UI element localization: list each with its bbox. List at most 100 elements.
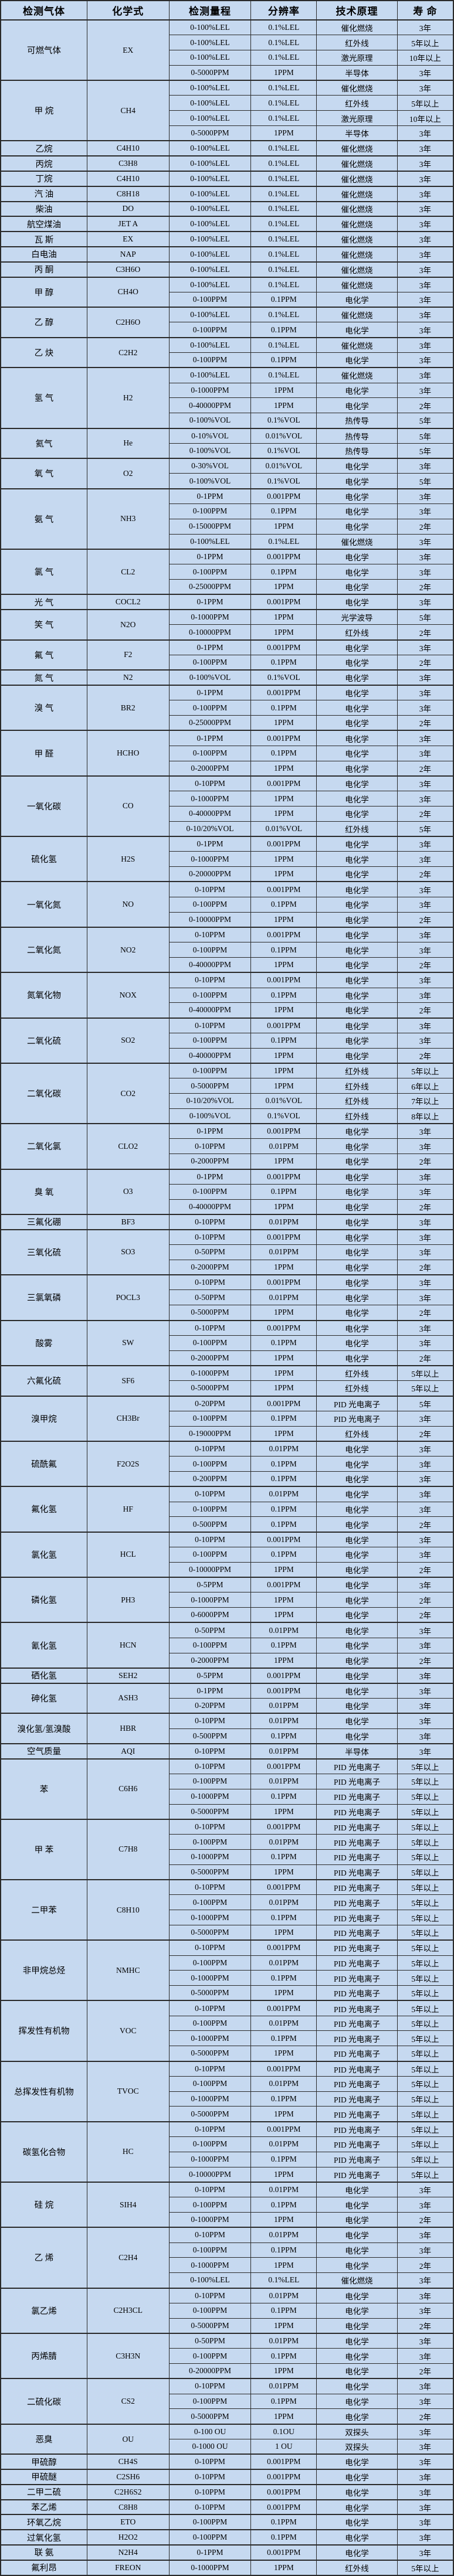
gas-cell: 氟 气 — [0, 639, 87, 671]
range-cell: 0-1000PPM — [168, 851, 252, 867]
principle-cell: 催化燃烧 — [316, 140, 398, 156]
principle-cell: 红外线 — [316, 35, 398, 51]
resolution-cell: 1PPM — [250, 2046, 317, 2062]
resolution-cell: 1PPM — [250, 382, 317, 399]
resolution-cell: 0.1%VOL — [250, 1108, 317, 1124]
principle-cell: 电化学 — [316, 1471, 398, 1487]
resolution-cell: 0.001PPM — [250, 2483, 317, 2500]
resolution-cell: 0.01PPM — [250, 1834, 317, 1850]
lifespan-cell: 5年以上 — [397, 1758, 454, 1774]
table-row: 甲 醛 HCHO 0-1PPM 0.001PPM 电化学 3年 — [0, 730, 454, 777]
resolution-cell: 0.001PPM — [250, 685, 317, 701]
principle-cell: PID 光电离子 — [316, 1970, 398, 1986]
table-row: 0-100PPM 0.01PPM PID 光电离子 5年以上 — [1, 1955, 454, 1971]
lifespan-cell: 3年 — [397, 1183, 454, 1200]
range-cell: 0-1000PPM — [168, 2212, 252, 2228]
table-row: 氯乙烯 C2H3CL 0-10PPM 0.01PPM 电化学 3年 — [0, 2287, 454, 2334]
principle-cell: 电化学 — [316, 382, 398, 399]
principle-cell: 电化学 — [316, 896, 398, 913]
formula-cell: HC — [86, 2121, 170, 2183]
principle-cell: 电化学 — [316, 2242, 398, 2258]
table-row: 酸雾 SW 0-10PPM 0.001PPM 电化学 3年 — [0, 1319, 454, 1366]
lifespan-cell: 2年 — [397, 579, 454, 595]
range-cell: 0-40000PPM — [168, 1199, 252, 1215]
table-row: 硫酰氟 F2O2S 0-10PPM 0.01PPM 电化学 3年 — [0, 1440, 454, 1487]
principle-cell: 电化学 — [316, 1697, 398, 1714]
resolution-cell: 0.001PPM — [250, 1395, 317, 1411]
lifespan-cell: 3年 — [397, 564, 454, 580]
range-cell: 0-100PPM — [168, 1834, 252, 1850]
principle-cell: 热传导 — [316, 413, 398, 429]
range-cell: 0-40000PPM — [168, 1002, 252, 1019]
range-cell: 0-1000 OU — [168, 2439, 252, 2455]
lifespan-cell: 3年 — [397, 2439, 454, 2455]
lifespan-cell: 3年 — [397, 1244, 454, 1260]
gas-cell: 氰化氢 — [0, 1622, 87, 1669]
range-cell: 0-100%LEL — [168, 19, 252, 36]
formula-cell: SF6 — [86, 1364, 170, 1397]
formula-cell: C2H3CL — [86, 2287, 170, 2334]
principle-cell: PID 光电离子 — [316, 2106, 398, 2122]
table-row: 二氧化氯 CLO2 0-1PPM 0.001PPM 电化学 3年 — [0, 1123, 454, 1170]
lifespan-cell: 3年 — [397, 1123, 454, 1139]
lifespan-cell: 5年 — [397, 1395, 454, 1411]
principle-cell: PID 光电离子 — [316, 1788, 398, 1805]
table-row: 0-100%VOL 0.1%VOL 热传导 5年 — [1, 413, 454, 429]
gas-cell: 氧 气 — [0, 458, 87, 489]
formula-cell: POCL3 — [86, 1274, 170, 1321]
range-cell: 0-10PPM — [168, 2060, 252, 2077]
range-cell: 0-20PPM — [168, 1395, 252, 1411]
principle-cell: 催化燃烧 — [316, 2272, 398, 2289]
range-cell: 0-20000PPM — [168, 2363, 252, 2379]
table-row: 0-40000PPM 1PPM 电化学 2年 — [1, 397, 454, 414]
range-cell: 0-100%LEL — [168, 155, 252, 172]
gas-cell: 乙 炔 — [0, 336, 87, 368]
table-row: 丁烷 C4H10 0-100%LEL 0.1%LEL 催化燃烧 3年 — [0, 170, 454, 187]
table-row: 0-100%LEL 0.1%LEL 催化燃烧 3年 — [1, 2272, 454, 2289]
lifespan-cell: 5年以上 — [397, 2559, 454, 2576]
principle-cell: 红外线 — [316, 1093, 398, 1109]
principle-cell: 电化学 — [316, 972, 398, 988]
range-cell: 0-100%VOL — [168, 669, 252, 686]
principle-cell: PID 光电离子 — [316, 2046, 398, 2062]
formula-cell: O2 — [86, 458, 170, 489]
lifespan-cell: 5年以上 — [397, 1788, 454, 1805]
resolution-cell: 0.1PPM — [250, 1788, 317, 1805]
principle-cell: 电化学 — [316, 730, 398, 746]
principle-cell: 电化学 — [316, 1622, 398, 1638]
range-cell: 0-10PPM — [168, 2454, 252, 2470]
table-row: 氧 气 O2 0-30%VOL 0.01%VOL 电化学 3年 — [0, 458, 454, 489]
table-row: 氯化氢 HCL 0-10PPM 0.001PPM 电化学 3年 — [0, 1531, 454, 1578]
principle-cell: 电化学 — [316, 2514, 398, 2530]
resolution-cell: 0.1%LEL — [250, 50, 317, 66]
range-cell: 0-10PPM — [168, 2000, 252, 2016]
gas-cell: 可燃气体 — [0, 19, 87, 81]
principle-cell: PID 光电离子 — [316, 1834, 398, 1850]
range-cell: 0-1000PPM — [168, 2030, 252, 2047]
principle-cell: 电化学 — [316, 1607, 398, 1623]
range-cell: 0-2000PPM — [168, 1259, 252, 1275]
principle-cell: 红外线 — [316, 1425, 398, 1442]
lifespan-cell: 3年 — [397, 80, 454, 96]
table-row: 0-40000PPM 1PPM 电化学 2年 — [1, 1047, 454, 1064]
range-cell: 0-1000PPM — [168, 1364, 252, 1381]
principle-cell: 红外线 — [316, 1108, 398, 1124]
resolution-cell: 1PPM — [250, 2559, 317, 2576]
principle-cell: 电化学 — [316, 1350, 398, 1366]
table-row: 氨 气 NH3 0-1PPM 0.001PPM 电化学 3年 — [0, 488, 454, 550]
formula-cell: H2S — [86, 836, 170, 882]
gas-cell: 三氧化硫 — [0, 1229, 87, 1275]
resolution-cell: 0.1%LEL — [250, 216, 317, 232]
principle-cell: PID 光电离子 — [316, 1939, 398, 1956]
lifespan-cell: 5年以上 — [397, 2166, 454, 2183]
gas-cell: 丁烷 — [0, 170, 87, 187]
gas-cell: 汽 油 — [0, 185, 87, 202]
lifespan-cell: 2年 — [397, 1561, 454, 1578]
range-cell: 0-100%LEL — [168, 307, 252, 323]
table-row: 二氧化氮 NO2 0-10PPM 0.001PPM 电化学 3年 — [0, 926, 454, 973]
table-row: 0-6000PPM 1PPM 电化学 2年 — [1, 1607, 454, 1623]
table-row: 氟化氢 HF 0-10PPM 0.01PPM 电化学 3年 — [0, 1486, 454, 1533]
resolution-cell: 0.001PPM — [250, 730, 317, 746]
table-row: 0-100PPM 0.01PPM PID 光电离子 5年以上 — [1, 2075, 454, 2092]
range-cell: 0-100%LEL — [168, 216, 252, 232]
